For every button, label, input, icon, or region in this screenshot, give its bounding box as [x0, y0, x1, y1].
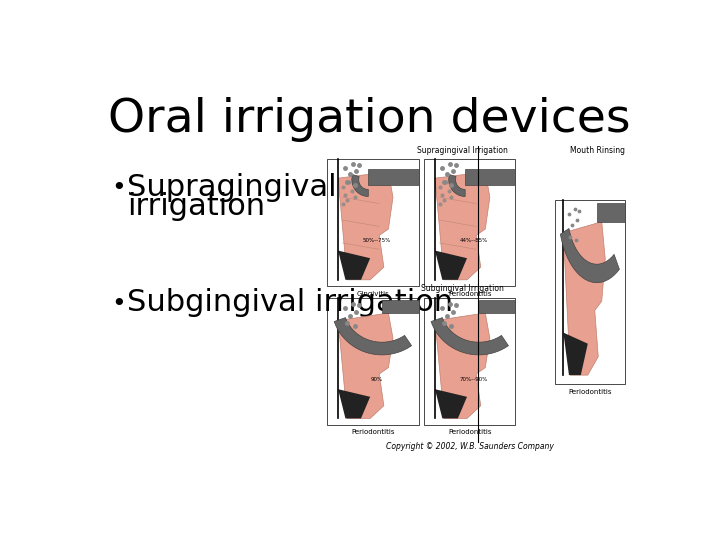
Text: Subgingival irrigation: Subgingival irrigation	[127, 288, 454, 317]
Text: Copyright © 2002, W.B. Saunders Company: Copyright © 2002, W.B. Saunders Company	[386, 442, 554, 451]
Polygon shape	[435, 172, 490, 280]
Polygon shape	[338, 172, 393, 280]
Text: 70%--90%: 70%--90%	[459, 377, 487, 382]
Polygon shape	[431, 318, 508, 355]
Polygon shape	[563, 333, 588, 375]
Polygon shape	[560, 228, 619, 283]
Bar	[597, 203, 625, 222]
Bar	[327, 159, 418, 286]
Text: Periodontitis: Periodontitis	[568, 389, 611, 395]
Bar	[465, 169, 516, 185]
Bar	[479, 300, 516, 313]
Polygon shape	[449, 174, 465, 197]
Bar	[424, 298, 516, 425]
Text: 90%: 90%	[371, 377, 383, 382]
Polygon shape	[563, 222, 606, 375]
Text: 41%: 41%	[588, 269, 600, 274]
Text: Supragingival: Supragingival	[127, 173, 337, 201]
Polygon shape	[338, 251, 370, 280]
Text: Gingivitis: Gingivitis	[356, 291, 390, 297]
Text: Oral irrigation devices: Oral irrigation devices	[108, 97, 630, 142]
Bar	[555, 200, 625, 384]
Bar	[382, 300, 418, 313]
Polygon shape	[435, 251, 467, 280]
Text: •: •	[112, 177, 127, 200]
Polygon shape	[352, 174, 369, 197]
Bar	[424, 159, 516, 286]
Polygon shape	[338, 389, 370, 418]
Polygon shape	[338, 313, 393, 418]
Text: Periodontitis: Periodontitis	[448, 429, 492, 435]
Text: 50%--75%: 50%--75%	[363, 238, 391, 243]
Polygon shape	[435, 389, 467, 418]
Bar	[327, 298, 418, 425]
Text: Mouth Rinsing: Mouth Rinsing	[570, 146, 625, 154]
Text: Periodontitis: Periodontitis	[351, 429, 395, 435]
Text: irrigation: irrigation	[127, 192, 266, 221]
Polygon shape	[435, 313, 490, 418]
Text: 44%--85%: 44%--85%	[459, 238, 487, 243]
Polygon shape	[334, 318, 412, 355]
Bar	[369, 169, 418, 185]
Text: Supragingival Irrigation: Supragingival Irrigation	[417, 146, 508, 154]
Text: Periodontitis: Periodontitis	[448, 291, 492, 297]
Text: Subgingival Irrigation: Subgingival Irrigation	[420, 284, 503, 293]
Text: •: •	[112, 292, 127, 316]
